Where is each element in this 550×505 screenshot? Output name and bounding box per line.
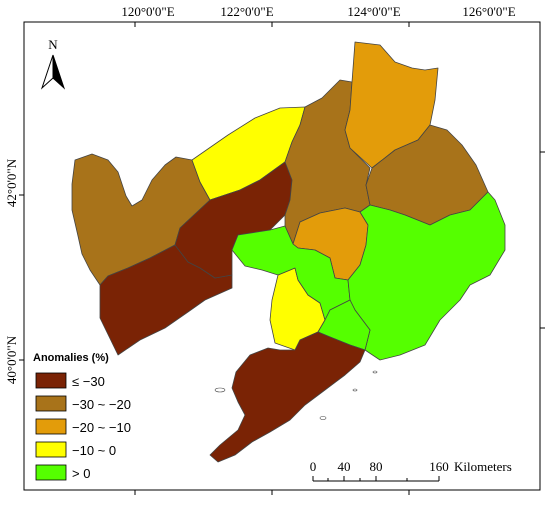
- scale-bar-line: [312, 476, 440, 482]
- scale-tick-label: 40: [338, 459, 351, 474]
- top-tick-label: 122°0'0"E: [220, 4, 273, 19]
- legend-label: −10 ~ 0: [72, 443, 116, 458]
- region-southwest-dark: [99, 244, 233, 356]
- map-regions: [71, 41, 506, 463]
- scale-tick-label: 0: [310, 459, 317, 474]
- legend-title: Anomalies (%): [33, 352, 109, 364]
- north-label: N: [48, 37, 58, 52]
- legend-label: ≤ −30: [72, 374, 105, 389]
- top-tick-label: 124°0'0"E: [347, 4, 400, 19]
- legend-label: > 0: [72, 466, 90, 481]
- legend-label: −30 ~ −20: [72, 397, 131, 412]
- tick-marks: [19, 22, 545, 495]
- region-top-orange: [344, 41, 439, 169]
- legend-swatch: [35, 464, 67, 481]
- legend-swatch: [35, 441, 67, 458]
- legend: Anomalies (%) ≤ −30 −30 ~ −20 −20 ~ −10 …: [33, 352, 131, 481]
- north-arrow: N: [40, 37, 66, 90]
- scale-tick-label: 80: [370, 459, 383, 474]
- legend-swatch: [35, 372, 67, 389]
- scale-tick-label: 160: [429, 459, 449, 474]
- legend-swatch: [35, 418, 67, 435]
- north-arrow-right-half: [52, 54, 66, 90]
- top-tick-label: 126°0'0"E: [462, 4, 515, 19]
- region-dalian-dark: [209, 331, 366, 463]
- islands: [214, 370, 378, 420]
- left-tick-label: 42°0'0"N: [4, 158, 19, 207]
- legend-swatch: [35, 395, 67, 412]
- left-tick-label: 40°0'0"N: [4, 335, 19, 384]
- legend-label: −20 ~ −10: [72, 420, 131, 435]
- scale-bar: 0 40 80 160 Kilometers: [310, 459, 512, 482]
- scale-unit: Kilometers: [454, 459, 512, 474]
- region-east-green: [347, 191, 506, 361]
- top-tick-label: 120°0'0"E: [121, 4, 174, 19]
